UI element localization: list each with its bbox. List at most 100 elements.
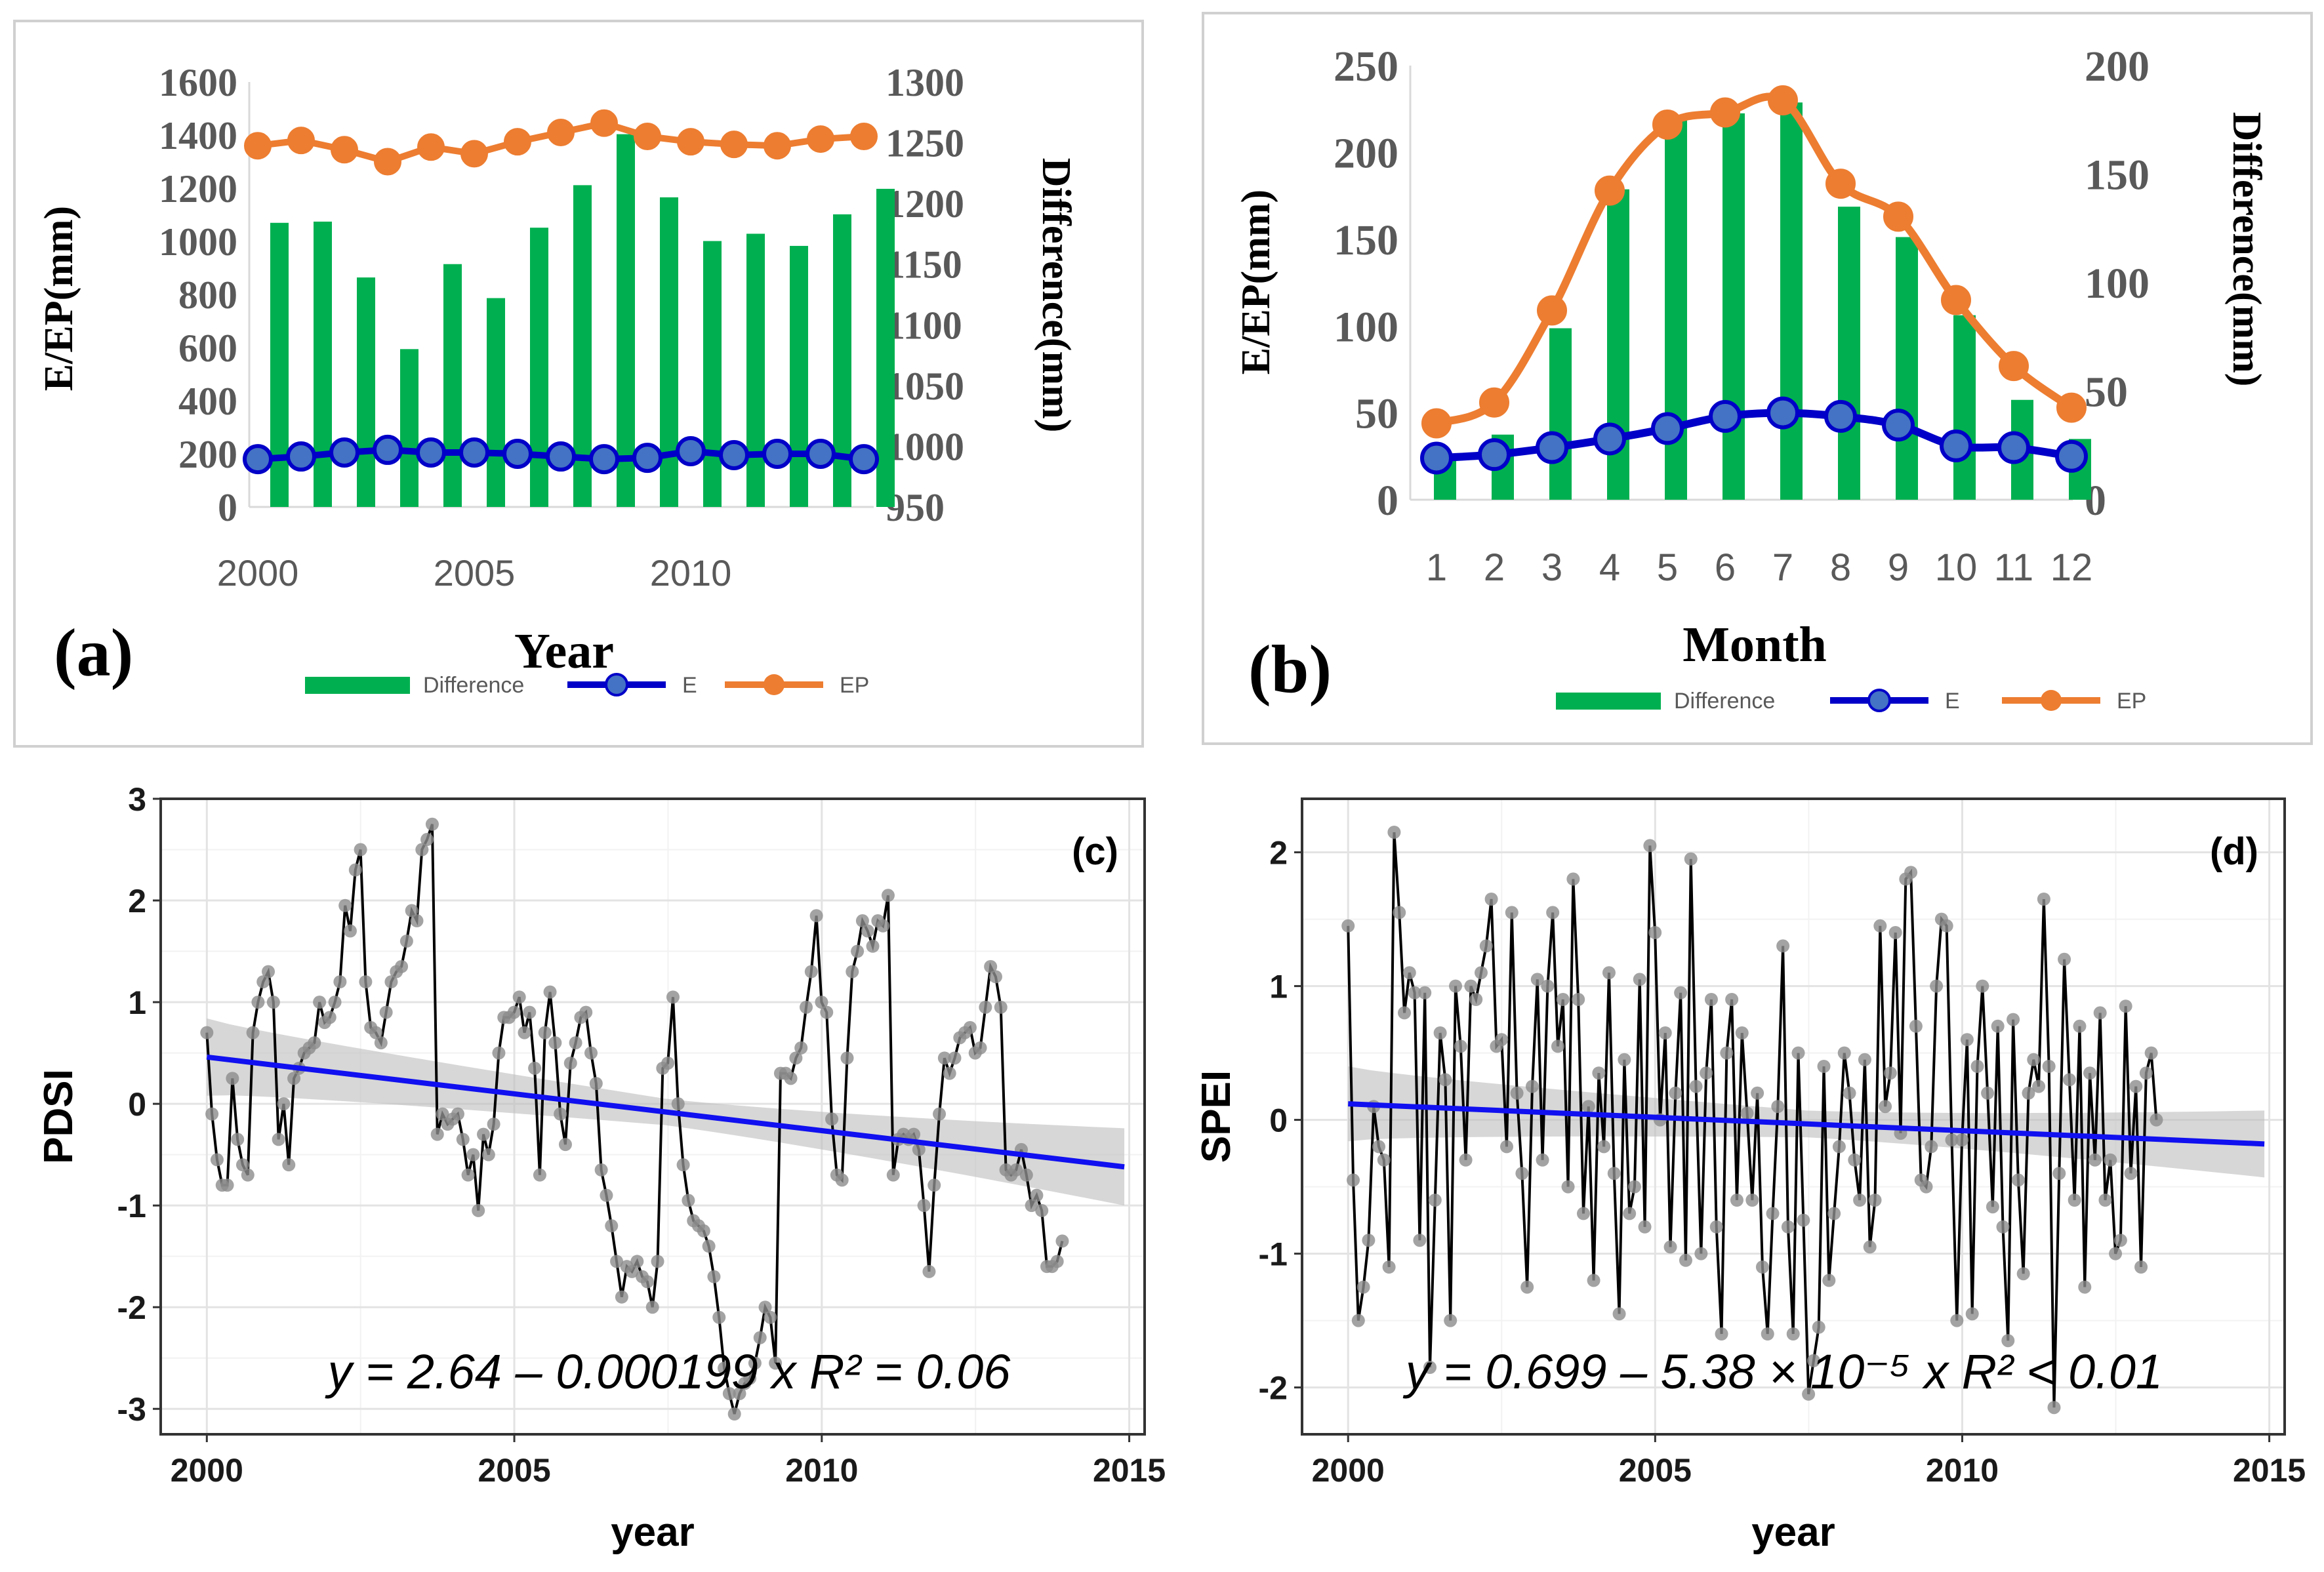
left-tick-label: 600 bbox=[178, 327, 237, 370]
data-point bbox=[2088, 1153, 2102, 1167]
data-point bbox=[1812, 1320, 1825, 1334]
data-point bbox=[2058, 952, 2071, 966]
data-point bbox=[1541, 979, 1555, 993]
data-point bbox=[625, 1264, 639, 1278]
data-point bbox=[538, 1026, 552, 1039]
data-point bbox=[1700, 1066, 1713, 1080]
data-point bbox=[1674, 986, 1688, 999]
data-point bbox=[2093, 1006, 2107, 1020]
data-point bbox=[1035, 1203, 1049, 1217]
left-tick-label: 0 bbox=[1377, 477, 1398, 525]
e-marker bbox=[1824, 399, 1857, 433]
regression-equation: y = 0.699 – 5.38 × 10⁻⁵ x R² < 0.01 bbox=[1402, 1344, 2163, 1399]
data-point bbox=[348, 863, 362, 877]
data-point bbox=[784, 1072, 798, 1085]
difference-bar bbox=[487, 298, 505, 507]
ep-marker bbox=[417, 133, 445, 161]
data-point bbox=[605, 1219, 619, 1233]
data-point bbox=[1638, 1220, 1652, 1234]
data-point bbox=[584, 1046, 598, 1060]
e-marker bbox=[459, 437, 489, 468]
x-tick-label: 2005 bbox=[1619, 1452, 1692, 1489]
x-tick-label: 2010 bbox=[650, 552, 732, 594]
legend-swatch-e-marker bbox=[605, 673, 628, 696]
data-point bbox=[1556, 993, 1570, 1006]
e-marker bbox=[1940, 429, 1972, 462]
y-tick-label: 3 bbox=[128, 781, 146, 818]
data-point bbox=[1597, 1140, 1611, 1154]
data-point bbox=[282, 1158, 296, 1172]
data-point bbox=[1602, 966, 1616, 980]
legend-label-difference: Difference bbox=[1674, 689, 1775, 714]
difference-bar bbox=[746, 233, 765, 507]
e-marker bbox=[502, 439, 533, 469]
panel-label: (c) bbox=[1072, 830, 1118, 873]
panel-d: 2000 2005 2010 2015 -2 -1 0 1 2 year SPEI (d) y = 0.… bbox=[1194, 797, 2306, 1555]
data-point bbox=[558, 1138, 572, 1152]
data-point bbox=[277, 1097, 291, 1111]
data-point bbox=[2001, 1334, 2015, 1348]
data-point bbox=[682, 1194, 695, 1207]
data-point bbox=[200, 1026, 214, 1039]
data-point bbox=[2104, 1153, 2117, 1167]
e-marker bbox=[416, 437, 446, 468]
data-point bbox=[1505, 906, 1519, 919]
data-point bbox=[2134, 1260, 2148, 1274]
data-point bbox=[809, 909, 823, 923]
data-point bbox=[369, 1026, 383, 1039]
data-point bbox=[1454, 1039, 1467, 1053]
data-point bbox=[338, 898, 352, 912]
x-tick-label: 2000 bbox=[171, 1452, 243, 1489]
data-point bbox=[928, 1179, 941, 1192]
data-point bbox=[748, 1356, 762, 1370]
e-marker bbox=[243, 444, 273, 475]
x-tick-label: 10 bbox=[1935, 546, 1978, 589]
ep-marker bbox=[634, 123, 661, 151]
regression-equation: y = 2.64 – 0.000199 x R² = 0.06 bbox=[325, 1344, 1011, 1399]
data-point bbox=[676, 1158, 690, 1172]
left-tick-label: 100 bbox=[1334, 303, 1398, 351]
x-tick-label: 11 bbox=[1994, 546, 2033, 589]
data-point bbox=[615, 1290, 628, 1304]
data-point bbox=[1607, 1167, 1621, 1180]
data-point bbox=[1618, 1053, 1631, 1066]
data-point bbox=[1791, 1046, 1805, 1060]
data-point bbox=[2042, 1060, 2056, 1073]
y-axis-title-left: E/EP(mm) bbox=[1234, 190, 1278, 374]
data-point bbox=[430, 1127, 444, 1141]
data-point bbox=[1853, 1194, 1867, 1207]
data-point bbox=[1648, 926, 1662, 939]
data-point bbox=[523, 1005, 537, 1019]
data-point bbox=[1888, 926, 1902, 939]
data-point bbox=[256, 975, 270, 989]
data-point bbox=[1797, 1213, 1810, 1227]
data-point bbox=[1474, 966, 1488, 980]
data-point bbox=[328, 996, 342, 1009]
x-tick-label: 2 bbox=[1484, 546, 1505, 589]
data-point bbox=[1827, 1207, 1841, 1220]
ep-marker bbox=[1710, 97, 1740, 128]
x-tick-label: 6 bbox=[1715, 546, 1736, 589]
data-point bbox=[800, 1000, 813, 1014]
e-marker bbox=[849, 444, 879, 475]
y-axis-title: SPEI bbox=[1194, 1070, 1239, 1163]
x-axis-title: year bbox=[611, 1510, 695, 1555]
y-tick-label: -2 bbox=[117, 1289, 146, 1326]
data-point bbox=[323, 1011, 336, 1024]
ep-marker bbox=[244, 132, 272, 160]
data-point bbox=[2027, 1053, 2041, 1066]
data-point bbox=[2078, 1280, 2092, 1294]
ep-marker bbox=[374, 148, 401, 176]
data-point bbox=[933, 1107, 947, 1121]
legend-label-e: E bbox=[1945, 689, 1960, 714]
right-tick-label: 950 bbox=[886, 486, 945, 529]
data-point bbox=[1382, 1260, 1396, 1274]
data-point bbox=[477, 1127, 491, 1141]
data-point bbox=[1581, 1100, 1595, 1114]
data-point bbox=[1551, 1039, 1564, 1053]
data-point bbox=[1341, 919, 1355, 933]
panel-c: 2000 2005 2010 2015 -3 -2 -1 0 1 2 3 year PDSI (c) y =… bbox=[36, 781, 1166, 1555]
y-tick-label: 1 bbox=[1269, 969, 1288, 1005]
difference-bar bbox=[357, 277, 375, 507]
